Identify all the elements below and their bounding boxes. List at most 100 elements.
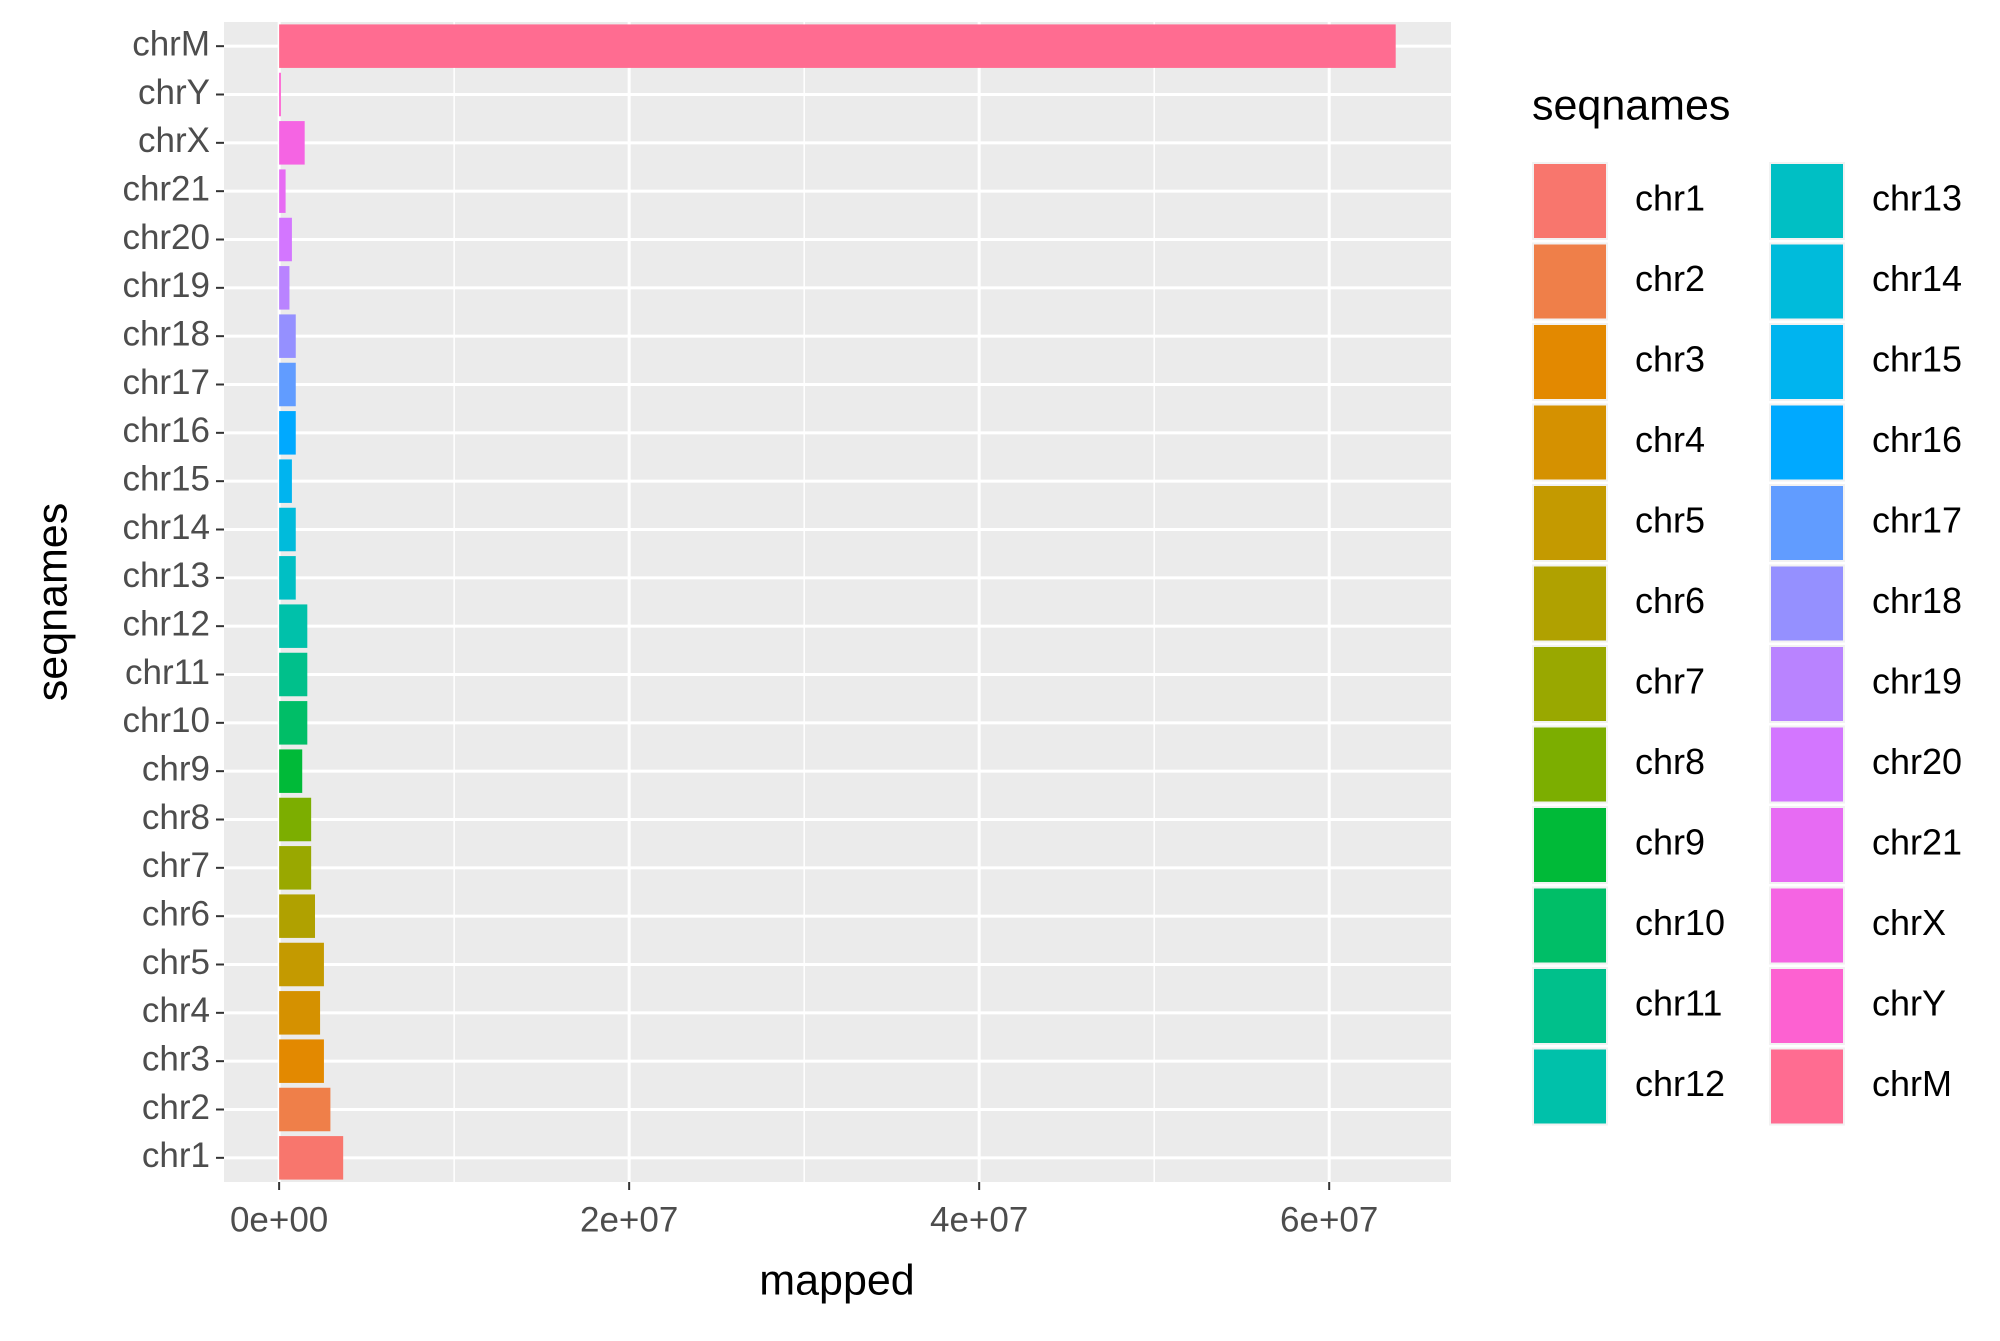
bar	[279, 121, 305, 165]
y-tick-label: chr21	[122, 169, 210, 208]
legend-label: chr9	[1635, 822, 1705, 863]
legend-key	[1534, 325, 1606, 399]
y-tick-label: chr12	[122, 604, 210, 643]
legend-label: chr19	[1872, 661, 1962, 702]
legend-key	[1771, 244, 1843, 319]
legend-label: chr10	[1635, 902, 1725, 943]
legend-key	[1771, 325, 1843, 399]
legend-key	[1534, 727, 1606, 802]
y-tick-label: chrX	[138, 121, 210, 160]
x-axis-title: mapped	[759, 1256, 914, 1304]
y-tick-label: chr2	[142, 1088, 210, 1127]
legend-label: chrX	[1872, 902, 1946, 943]
bar	[279, 749, 303, 793]
y-tick-label: chr17	[122, 363, 210, 402]
legend-label: chr1	[1635, 178, 1705, 219]
legend-key	[1534, 244, 1606, 319]
bar	[279, 459, 292, 503]
legend-key	[1534, 969, 1606, 1043]
legend-key	[1534, 486, 1606, 560]
legend-key	[1771, 808, 1843, 882]
legend-label: chr20	[1872, 741, 1962, 782]
y-tick-label: chrM	[132, 24, 210, 63]
y-tick-label: chr7	[142, 846, 210, 885]
y-tick-label: chr3	[142, 1039, 210, 1078]
legend-key	[1771, 405, 1843, 480]
legend-key	[1771, 647, 1843, 721]
legend-key	[1771, 566, 1843, 641]
legend-key	[1534, 808, 1606, 882]
x-tick-label: 0e+00	[230, 1200, 328, 1239]
legend-label: chr11	[1635, 983, 1722, 1024]
legend-label: chr8	[1635, 741, 1705, 782]
x-tick-label: 6e+07	[1280, 1200, 1378, 1239]
legend-key	[1771, 1049, 1843, 1124]
legend-key	[1771, 164, 1843, 238]
legend-label: chr12	[1635, 1063, 1725, 1104]
y-tick-label: chr16	[122, 411, 210, 450]
bar	[279, 701, 308, 745]
legend-key	[1534, 164, 1606, 238]
legend-key	[1534, 1049, 1606, 1124]
y-tick-label: chr10	[122, 701, 210, 740]
y-tick-label: chr5	[142, 943, 210, 982]
bar	[279, 24, 1396, 68]
bar	[279, 314, 296, 358]
bar	[279, 797, 312, 842]
y-tick-label: chrY	[138, 73, 210, 112]
bar	[279, 169, 286, 213]
legend-key	[1771, 486, 1843, 560]
bar	[279, 1087, 331, 1132]
y-tick-label: chr13	[122, 556, 210, 595]
y-axis-title: seqnames	[28, 503, 76, 701]
y-tick-label: chr15	[122, 459, 210, 498]
x-tick-label: 4e+07	[930, 1200, 1028, 1239]
legend-label: chr4	[1635, 419, 1705, 460]
legend-label: chr2	[1635, 258, 1705, 299]
legend-label: chr3	[1635, 339, 1705, 380]
y-tick-label: chr1	[142, 1136, 210, 1175]
bar	[279, 652, 308, 697]
bar	[279, 362, 296, 407]
x-tick-label: 2e+07	[580, 1200, 678, 1239]
bar	[279, 556, 296, 600]
y-tick-label: chr11	[125, 653, 210, 692]
y-tick-label: chr9	[142, 749, 210, 788]
legend-label: chr5	[1635, 500, 1705, 541]
legend-title: seqnames	[1532, 81, 1730, 129]
legend-label: chr18	[1872, 580, 1962, 621]
panel	[224, 22, 1451, 1182]
legend-key	[1771, 969, 1843, 1043]
y-tick-label: chr20	[122, 218, 210, 257]
legend-key	[1771, 888, 1843, 963]
y-tick-label: chr6	[142, 894, 210, 933]
legend-key	[1771, 727, 1843, 802]
legend-key	[1534, 405, 1606, 480]
legend-label: chr17	[1872, 500, 1962, 541]
legend-label: chr6	[1635, 580, 1705, 621]
legend-key	[1534, 888, 1606, 963]
legend-label: chr7	[1635, 661, 1705, 702]
legend-label: chr16	[1872, 419, 1962, 460]
bar	[279, 411, 296, 455]
legend-label: chr13	[1872, 178, 1962, 219]
bar	[279, 604, 308, 648]
bar	[279, 846, 312, 890]
bar	[279, 1136, 344, 1180]
bar	[279, 1039, 324, 1083]
legend-label: chr14	[1872, 258, 1962, 299]
legend-key	[1534, 566, 1606, 641]
y-tick-label: chr19	[122, 266, 210, 305]
bar	[279, 217, 292, 262]
legend-label: chr21	[1872, 822, 1962, 863]
y-tick-label: chr18	[122, 314, 210, 353]
bar	[279, 991, 321, 1035]
y-tick-label: chr14	[122, 508, 210, 547]
y-tick-label: chr8	[142, 798, 210, 837]
bar	[279, 894, 316, 938]
legend-label: chr15	[1872, 339, 1962, 380]
legend-label: chrY	[1872, 983, 1946, 1024]
legend-key	[1534, 647, 1606, 721]
legend-label: chrM	[1872, 1063, 1952, 1104]
